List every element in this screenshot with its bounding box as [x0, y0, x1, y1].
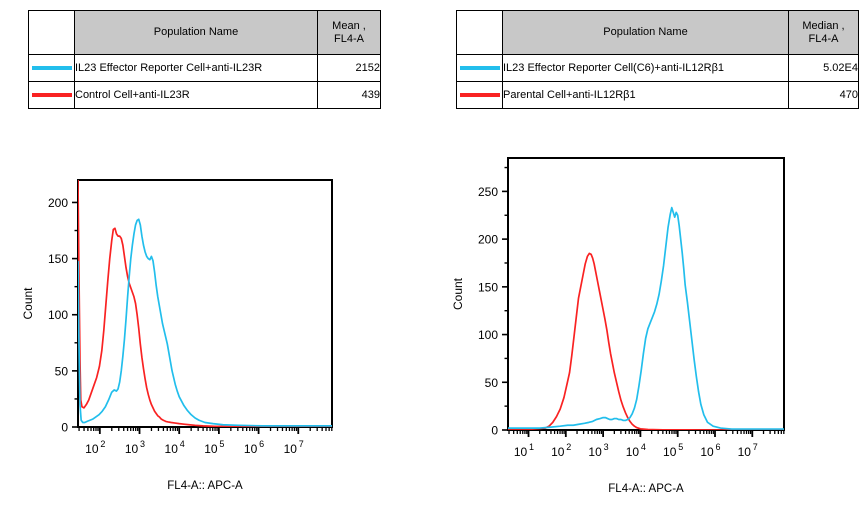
- header-swatch-blank: [456, 10, 503, 55]
- swatch-line: [31, 93, 72, 97]
- histogram-plot-left: 0 50 100 150 200 10 2 10 3 10 4 10 5 10 6 10 7 FL4-A:: AP…: [0, 150, 400, 506]
- header-stat: Mean , FL4-A: [317, 10, 381, 55]
- legend-color-swatch: [28, 54, 75, 82]
- table-row[interactable]: IL23 Effector Reporter Cell(C6)+anti-IL1…: [456, 54, 859, 82]
- table-row[interactable]: Control Cell+anti-IL23R 439: [28, 81, 381, 109]
- svg-text:5: 5: [219, 439, 224, 449]
- x-tick-label: 10 5: [663, 442, 683, 459]
- x-axis-title: FL4-A:: APC-A: [608, 483, 684, 495]
- legend-color-swatch: [456, 54, 503, 82]
- header-stat-line2: FL4-A: [808, 32, 839, 45]
- y-tick-label: 150: [48, 252, 68, 266]
- svg-text:7: 7: [299, 439, 304, 449]
- svg-text:4: 4: [641, 442, 646, 452]
- svg-text:10: 10: [244, 442, 258, 456]
- x-tick-label: 10 7: [284, 439, 304, 456]
- svg-text:2: 2: [100, 439, 105, 449]
- x-tick-label: 10 4: [165, 439, 185, 456]
- x-tick-label: 10 6: [700, 442, 720, 459]
- x-tick-label: 10 6: [244, 439, 264, 456]
- svg-text:5: 5: [678, 442, 683, 452]
- header-stat-line1: Median ,: [802, 19, 845, 32]
- table-row[interactable]: IL23 Effector Reporter Cell+anti-IL23R 2…: [28, 54, 381, 82]
- svg-text:10: 10: [284, 442, 298, 456]
- y-tick-label: 50: [485, 376, 499, 390]
- x-tick-label: 10 5: [204, 439, 224, 456]
- population-name-cell: Control Cell+anti-IL23R: [74, 81, 318, 109]
- svg-text:10: 10: [125, 442, 139, 456]
- stat-value-cell: 439: [317, 81, 381, 109]
- y-tick-label: 0: [491, 424, 498, 438]
- stat-value-cell: 5.02E4: [788, 54, 859, 82]
- header-stat-line2: FL4-A: [334, 32, 364, 45]
- x-tick-label: 10 2: [85, 439, 105, 456]
- svg-text:10: 10: [700, 445, 714, 459]
- y-axis-title: Count: [451, 277, 465, 310]
- header-stat: Median , FL4-A: [788, 10, 859, 55]
- y-tick-label: 200: [48, 196, 68, 210]
- table-header-row: Population Name Mean , FL4-A: [28, 10, 381, 55]
- svg-text:4: 4: [180, 439, 185, 449]
- table-row[interactable]: Parental Cell+anti-IL12Rβ1 470: [456, 81, 859, 109]
- histogram-series: [78, 180, 332, 427]
- population-name-cell: IL23 Effector Reporter Cell(C6)+anti-IL1…: [502, 54, 789, 82]
- header-population-name: Population Name: [74, 10, 318, 55]
- y-tick-label: 50: [55, 364, 69, 378]
- header-population-name: Population Name: [502, 10, 789, 55]
- svg-text:6: 6: [259, 439, 264, 449]
- x-tick-label: 10 2: [551, 442, 571, 459]
- x-tick-label: 10 3: [588, 442, 608, 459]
- header-swatch-blank: [28, 10, 75, 55]
- y-axis-title: Count: [21, 287, 35, 320]
- y-tick-label: 250: [478, 185, 498, 199]
- x-tick-label: 10 7: [738, 442, 758, 459]
- header-stat-line1: Mean ,: [332, 19, 366, 32]
- population-name-cell: IL23 Effector Reporter Cell+anti-IL23R: [74, 54, 318, 82]
- histogram-series: [78, 218, 332, 427]
- svg-text:6: 6: [715, 442, 720, 452]
- svg-text:3: 3: [604, 442, 609, 452]
- svg-text:10: 10: [551, 445, 565, 459]
- table-header-row: Population Name Median , FL4-A: [456, 10, 859, 55]
- svg-text:1: 1: [529, 442, 534, 452]
- svg-text:3: 3: [140, 439, 145, 449]
- population-name-cell: Parental Cell+anti-IL12Rβ1: [502, 81, 789, 109]
- svg-text:10: 10: [626, 445, 640, 459]
- legend-color-swatch: [28, 81, 75, 109]
- stat-value-cell: 2152: [317, 54, 381, 82]
- swatch-line: [459, 66, 500, 70]
- x-tick-label: 10 4: [626, 442, 646, 459]
- y-tick-label: 100: [478, 328, 498, 342]
- legend-table-right: Population Name Median , FL4-A IL23 Effe…: [456, 10, 859, 109]
- x-axis-title: FL4-A:: APC-A: [167, 480, 243, 492]
- legend-color-swatch: [456, 81, 503, 109]
- svg-text:7: 7: [753, 442, 758, 452]
- histogram-series: [508, 206, 784, 430]
- swatch-line: [459, 93, 500, 97]
- x-tick-label: 10 1: [514, 442, 534, 459]
- svg-text:10: 10: [663, 445, 677, 459]
- svg-text:10: 10: [738, 445, 752, 459]
- svg-text:10: 10: [204, 442, 218, 456]
- y-tick-label: 0: [61, 421, 68, 435]
- svg-text:10: 10: [514, 445, 528, 459]
- legend-table-left: Population Name Mean , FL4-A IL23 Effect…: [28, 10, 381, 109]
- svg-text:2: 2: [566, 442, 571, 452]
- svg-text:10: 10: [165, 442, 179, 456]
- x-tick-label: 10 3: [125, 439, 145, 456]
- svg-text:10: 10: [85, 442, 99, 456]
- svg-text:10: 10: [588, 445, 602, 459]
- swatch-line: [31, 66, 72, 70]
- histogram-plot-right: 0 50 100 150 200 250 10 1 10 2 10 3 10 4 10 5 10 6 10 7 FL4-…: [430, 150, 863, 506]
- histogram-series: [508, 252, 784, 430]
- stat-value-cell: 470: [788, 81, 859, 109]
- plot-frame: [507, 157, 785, 431]
- y-tick-label: 100: [48, 308, 68, 322]
- y-tick-label: 200: [478, 233, 498, 247]
- y-tick-label: 150: [478, 280, 498, 294]
